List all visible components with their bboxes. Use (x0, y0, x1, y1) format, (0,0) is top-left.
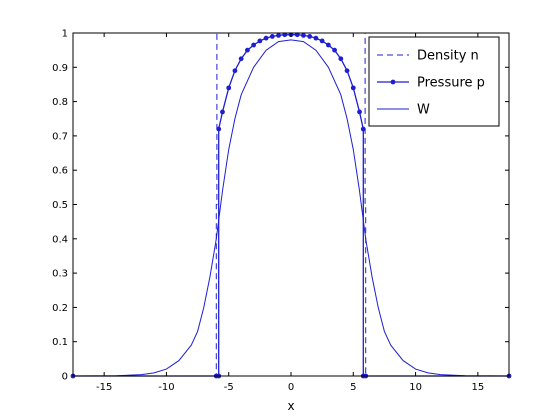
series-point-pressure-p (357, 109, 362, 115)
series-point-pressure-p (313, 35, 319, 41)
x-axis-label: x (287, 399, 294, 413)
series-point-pressure-p (332, 47, 337, 53)
series-line-w (72, 39, 510, 377)
y-tick-label: 0.6 (52, 166, 68, 177)
series-point-pressure-p (216, 126, 222, 132)
series-point-pressure-p (319, 38, 325, 44)
y-tick-label: 1 (62, 29, 68, 40)
series-point-pressure-p (294, 32, 300, 38)
y-tick-label: 0.7 (52, 131, 68, 142)
x-tick-label: -5 (224, 382, 234, 393)
series-point-pressure-p (344, 68, 350, 74)
series-point-pressure-p (276, 33, 281, 38)
series-point-pressure-p (232, 68, 238, 74)
y-tick-label: 0.3 (52, 269, 68, 280)
y-tick-label: 0.8 (52, 97, 68, 108)
series-point-pressure-p (226, 85, 232, 91)
y-tick-label: 0.4 (52, 234, 68, 245)
x-tick-label: -10 (158, 382, 174, 393)
series-point-pressure-p (263, 35, 269, 41)
legend-label-pressure-p: Pressure p (417, 76, 485, 91)
y-tick-label: 0.2 (52, 303, 68, 314)
x-tick-label: 15 (471, 382, 484, 393)
x-tick-label: 0 (288, 382, 294, 393)
series-point-pressure-p (350, 85, 356, 91)
series-point-pressure-p (245, 47, 250, 53)
legend-marker-pressure-p (390, 79, 396, 85)
x-tick-label: 10 (409, 382, 422, 393)
series-point-pressure-p (301, 33, 306, 38)
series-point-pressure-p (282, 32, 288, 38)
series-point-pressure-p (257, 38, 263, 44)
series-point-pressure-p (220, 109, 225, 115)
series-point-pressure-p (251, 42, 257, 48)
series-point-pressure-p (338, 56, 344, 62)
y-tick-label: 0.9 (52, 63, 68, 74)
legend-label-density-n: Density n (417, 49, 479, 64)
y-tick-label: 0 (62, 372, 68, 383)
series-point-pressure-p (325, 42, 331, 48)
legend-label-w: W (417, 103, 430, 118)
y-tick-label: 0.5 (52, 200, 68, 211)
series-point-pressure-p (238, 56, 244, 62)
series-point-pressure-p (269, 34, 275, 39)
series-point-pressure-p (307, 34, 313, 39)
ticks-layer: -15 -10 -5 0 5 10 15 0 0.1 0.2 0.3 0.4 0.5 0.6 0.7 0.8 0… (52, 29, 509, 393)
x-tick-label: 5 (350, 382, 356, 393)
x-tick-label: -15 (96, 382, 112, 393)
series-point-pressure-p (360, 126, 366, 132)
y-tick-label: 0.1 (52, 337, 68, 348)
legend: Density n Pressure p W (368, 36, 500, 127)
